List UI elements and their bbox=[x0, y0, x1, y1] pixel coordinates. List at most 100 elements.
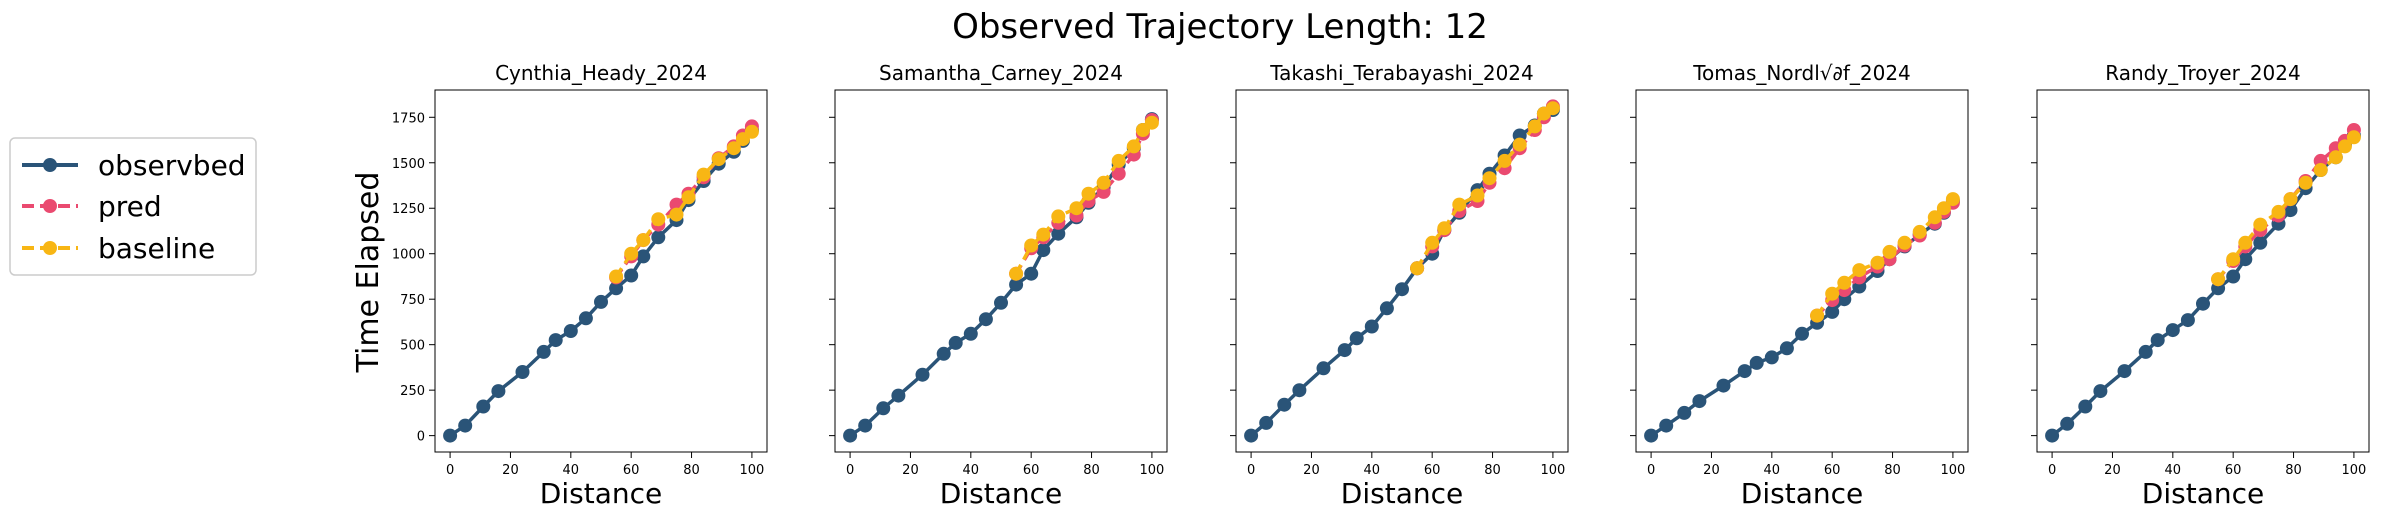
x-tick-label: 60 bbox=[1424, 463, 1441, 478]
x-tick-label: 60 bbox=[1023, 463, 1040, 478]
data-point-baseline bbox=[2298, 175, 2313, 190]
series-baseline bbox=[1410, 101, 1560, 276]
data-point-observbed bbox=[624, 268, 639, 283]
data-point-observbed bbox=[651, 230, 666, 245]
data-point-observbed bbox=[1644, 428, 1659, 443]
data-point-baseline bbox=[1410, 261, 1425, 276]
data-point-baseline bbox=[1081, 186, 1096, 201]
data-point-baseline bbox=[1126, 139, 1141, 154]
panel-title: Tomas_Nordl√∂f_2024 bbox=[1692, 61, 1911, 85]
data-point-observbed bbox=[994, 295, 1008, 310]
data-point-observbed bbox=[609, 281, 624, 296]
data-point-baseline bbox=[1936, 201, 1951, 216]
data-point-baseline bbox=[636, 233, 651, 248]
data-point-observbed bbox=[578, 311, 593, 326]
data-point-observbed bbox=[2226, 269, 2241, 284]
figure-title: Observed Trajectory Length: 12 bbox=[952, 7, 1488, 47]
series-baseline bbox=[1810, 192, 1960, 323]
x-tick-label: 20 bbox=[902, 463, 919, 478]
data-point-observbed bbox=[1349, 331, 1364, 346]
data-point-observbed bbox=[1277, 397, 1292, 412]
data-point-baseline bbox=[711, 152, 726, 167]
series-observbed bbox=[843, 112, 1159, 443]
data-point-baseline bbox=[2313, 163, 2328, 177]
plot-frame bbox=[1635, 89, 1969, 453]
data-point-baseline bbox=[1111, 153, 1126, 168]
legend-entry-baseline: baseline bbox=[22, 232, 215, 265]
panel-title: Randy_Troyer_2024 bbox=[2105, 61, 2300, 85]
data-point-observbed bbox=[1716, 378, 1731, 393]
data-point-baseline bbox=[1825, 286, 1840, 301]
data-point-baseline bbox=[2253, 217, 2268, 232]
data-point-observbed bbox=[1779, 341, 1794, 356]
data-point-observbed bbox=[1337, 343, 1352, 358]
data-point-baseline bbox=[1437, 221, 1452, 236]
series-baseline bbox=[1009, 115, 1159, 281]
data-point-observbed bbox=[548, 333, 563, 348]
x-tick-label: 100 bbox=[1540, 463, 1565, 478]
x-tick-label: 20 bbox=[502, 463, 519, 478]
x-tick-label: 80 bbox=[1484, 463, 1501, 478]
series-baseline bbox=[609, 124, 759, 284]
series-observbed bbox=[1644, 194, 1960, 443]
data-point-baseline bbox=[2346, 130, 2361, 145]
x-tick-label: 100 bbox=[1139, 463, 1164, 478]
x-tick-label: 100 bbox=[1940, 463, 1965, 478]
data-point-observbed bbox=[1379, 301, 1394, 316]
data-point-baseline bbox=[2283, 192, 2298, 207]
data-point-baseline bbox=[1882, 244, 1897, 259]
x-tick-label: 60 bbox=[1824, 463, 1841, 478]
x-axis-label: Distance bbox=[1341, 477, 1463, 510]
data-point-baseline bbox=[1036, 227, 1051, 242]
data-point-observbed bbox=[1364, 319, 1379, 334]
legend-marker-observbed bbox=[43, 158, 57, 172]
data-point-observbed bbox=[515, 365, 530, 379]
x-axis-label: Distance bbox=[540, 477, 662, 510]
x-axis-label: Distance bbox=[1741, 477, 1863, 510]
data-point-observbed bbox=[491, 384, 506, 399]
x-tick-label: 60 bbox=[2225, 463, 2242, 478]
data-point-baseline bbox=[1837, 275, 1852, 290]
series-observbed bbox=[443, 123, 759, 443]
data-point-baseline bbox=[1009, 266, 1024, 281]
x-tick-label: 40 bbox=[1764, 463, 1781, 478]
y-tick-label: 1250 bbox=[392, 202, 425, 217]
x-tick-label: 40 bbox=[1364, 463, 1381, 478]
data-point-observbed bbox=[876, 401, 891, 416]
data-point-observbed bbox=[1795, 326, 1809, 341]
data-point-baseline bbox=[609, 269, 624, 284]
data-point-observbed bbox=[2093, 384, 2108, 399]
data-point-observbed bbox=[2117, 364, 2132, 379]
data-point-baseline bbox=[681, 190, 696, 205]
data-point-observbed bbox=[963, 326, 978, 341]
data-point-observbed bbox=[1825, 304, 1840, 319]
legend-frame bbox=[9, 137, 257, 276]
x-tick-label: 20 bbox=[2104, 463, 2121, 478]
x-tick-label: 0 bbox=[846, 463, 854, 478]
series-observbed bbox=[2045, 128, 2361, 443]
data-point-baseline bbox=[1852, 263, 1867, 278]
data-point-baseline bbox=[1069, 201, 1084, 216]
data-point-pred bbox=[1111, 166, 1126, 181]
data-point-observbed bbox=[2196, 296, 2210, 311]
data-point-observbed bbox=[536, 344, 551, 359]
plot-frame bbox=[834, 89, 1168, 453]
data-point-baseline bbox=[2337, 139, 2352, 154]
data-point-observbed bbox=[636, 249, 651, 264]
data-point-baseline bbox=[669, 207, 684, 222]
data-point-observbed bbox=[2078, 399, 2093, 414]
data-point-observbed bbox=[843, 428, 858, 443]
y-tick-label: 1000 bbox=[392, 248, 425, 263]
data-point-baseline bbox=[696, 167, 711, 182]
data-point-baseline bbox=[651, 212, 666, 227]
data-point-baseline bbox=[744, 124, 759, 139]
data-point-baseline bbox=[1927, 210, 1942, 225]
data-point-observbed bbox=[1051, 226, 1066, 241]
data-point-baseline bbox=[1024, 238, 1039, 253]
data-point-observbed bbox=[563, 324, 578, 338]
data-point-baseline bbox=[1945, 192, 1960, 207]
data-point-observbed bbox=[2150, 333, 2165, 348]
x-tick-label: 60 bbox=[623, 463, 640, 478]
x-tick-label: 0 bbox=[1647, 463, 1655, 478]
